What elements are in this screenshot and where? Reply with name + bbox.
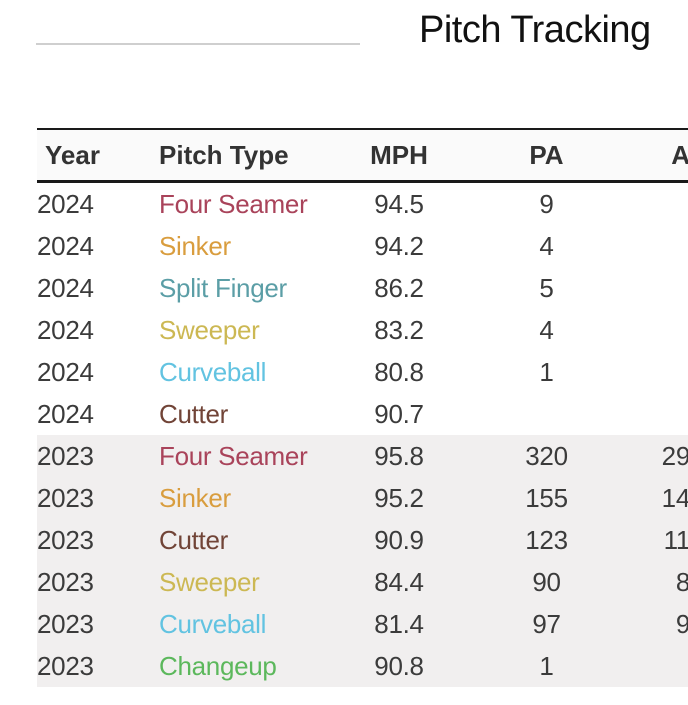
- table-row: 2024 Split Finger 86.2 5: [37, 267, 688, 309]
- cell-pa: 9: [539, 188, 554, 219]
- cell-pa: [455, 393, 638, 435]
- cell-mph: 90.9: [374, 524, 424, 555]
- cell-pitch-type: Cutter: [159, 524, 229, 555]
- cell-year: 2023: [37, 608, 94, 639]
- cell-year: 2023: [37, 482, 94, 513]
- table-row: 2023 Four Seamer 95.8 320 29: [37, 435, 688, 477]
- pitch-tracking-table: Year Pitch Type MPH PA A 2024 Four Seamer…: [37, 128, 688, 687]
- page-title: Pitch Tracking: [419, 9, 651, 51]
- cell-year: 2024: [37, 398, 94, 429]
- column-header-mph: MPH: [370, 139, 428, 170]
- column-header-year: Year: [45, 139, 100, 170]
- cell-year: 2024: [37, 230, 94, 261]
- cell-mph: 94.5: [374, 188, 424, 219]
- cell-pa: 97: [532, 608, 561, 639]
- cell-pitch-type: Curveball: [159, 356, 267, 387]
- table-row: 2024 Cutter 90.7: [37, 393, 688, 435]
- cell-mph: 86.2: [374, 272, 424, 303]
- table-row: 2024 Four Seamer 94.5 9: [37, 182, 688, 226]
- column-header-pa: PA: [529, 139, 564, 170]
- column-header-ab: A: [671, 139, 688, 170]
- cell-pitch-type: Four Seamer: [159, 440, 308, 471]
- cell-mph: 95.2: [374, 482, 424, 513]
- table-row: 2023 Cutter 90.9 123 11: [37, 519, 688, 561]
- cell-ab: [638, 393, 688, 435]
- cell-pa: 4: [539, 314, 554, 345]
- table-header-row: Year Pitch Type MPH PA A: [37, 129, 688, 182]
- cell-pa: 5: [539, 272, 554, 303]
- cell-ab: 29: [661, 440, 688, 471]
- table-row: 2023 Changeup 90.8 1: [37, 645, 688, 687]
- cell-year: 2023: [37, 524, 94, 555]
- cell-mph: 83.2: [374, 314, 424, 345]
- cell-pa: 320: [525, 440, 568, 471]
- cell-year: 2023: [37, 440, 94, 471]
- cell-mph: 90.8: [374, 650, 424, 681]
- cell-pa: 90: [532, 566, 561, 597]
- cell-pa: 4: [539, 230, 554, 261]
- cell-year: 2024: [37, 356, 94, 387]
- cell-year: 2024: [37, 314, 94, 345]
- table-row: 2024 Sweeper 83.2 4: [37, 309, 688, 351]
- column-header-pitch-type: Pitch Type: [159, 139, 289, 170]
- cell-pitch-type: Sweeper: [159, 566, 260, 597]
- cell-ab: 9: [675, 608, 688, 639]
- cell-mph: 84.4: [374, 566, 424, 597]
- cell-mph: 90.7: [374, 398, 424, 429]
- table-row: 2024 Curveball 80.8 1: [37, 351, 688, 393]
- cell-pa: 155: [525, 482, 568, 513]
- cell-year: 2024: [37, 272, 94, 303]
- table-row: 2023 Curveball 81.4 97 9: [37, 603, 688, 645]
- cell-year: 2023: [37, 650, 94, 681]
- cell-pitch-type: Split Finger: [159, 272, 287, 303]
- cell-mph: 95.8: [374, 440, 424, 471]
- cell-ab: [638, 351, 688, 393]
- cell-pitch-type: Changeup: [159, 650, 277, 681]
- cell-pitch-type: Sinker: [159, 230, 231, 261]
- cell-ab: [638, 309, 688, 351]
- cell-pitch-type: Sweeper: [159, 314, 260, 345]
- cell-year: 2024: [37, 188, 94, 219]
- cell-pitch-type: Curveball: [159, 608, 267, 639]
- cell-pa: 1: [539, 356, 554, 387]
- cell-pitch-type: Cutter: [159, 398, 229, 429]
- cell-pa: 123: [525, 524, 568, 555]
- section-divider-line: [36, 43, 360, 45]
- cell-ab: [638, 645, 688, 687]
- cell-ab: [638, 182, 688, 226]
- cell-mph: 81.4: [374, 608, 424, 639]
- cell-year: 2023: [37, 566, 94, 597]
- table-row: 2023 Sinker 95.2 155 14: [37, 477, 688, 519]
- cell-pa: 1: [539, 650, 554, 681]
- cell-pitch-type: Four Seamer: [159, 188, 308, 219]
- cell-ab: [638, 225, 688, 267]
- table-row: 2024 Sinker 94.2 4: [37, 225, 688, 267]
- cell-ab: 14: [661, 482, 688, 513]
- cell-ab: 8: [675, 566, 688, 597]
- table-body: 2024 Four Seamer 94.5 9 2024 Sinker 94.2 4 2024 S…: [37, 182, 688, 687]
- cell-ab: [638, 267, 688, 309]
- cell-pitch-type: Sinker: [159, 482, 231, 513]
- table-row: 2023 Sweeper 84.4 90 8: [37, 561, 688, 603]
- cell-ab: 11: [663, 524, 688, 555]
- cell-mph: 80.8: [374, 356, 424, 387]
- cell-mph: 94.2: [374, 230, 424, 261]
